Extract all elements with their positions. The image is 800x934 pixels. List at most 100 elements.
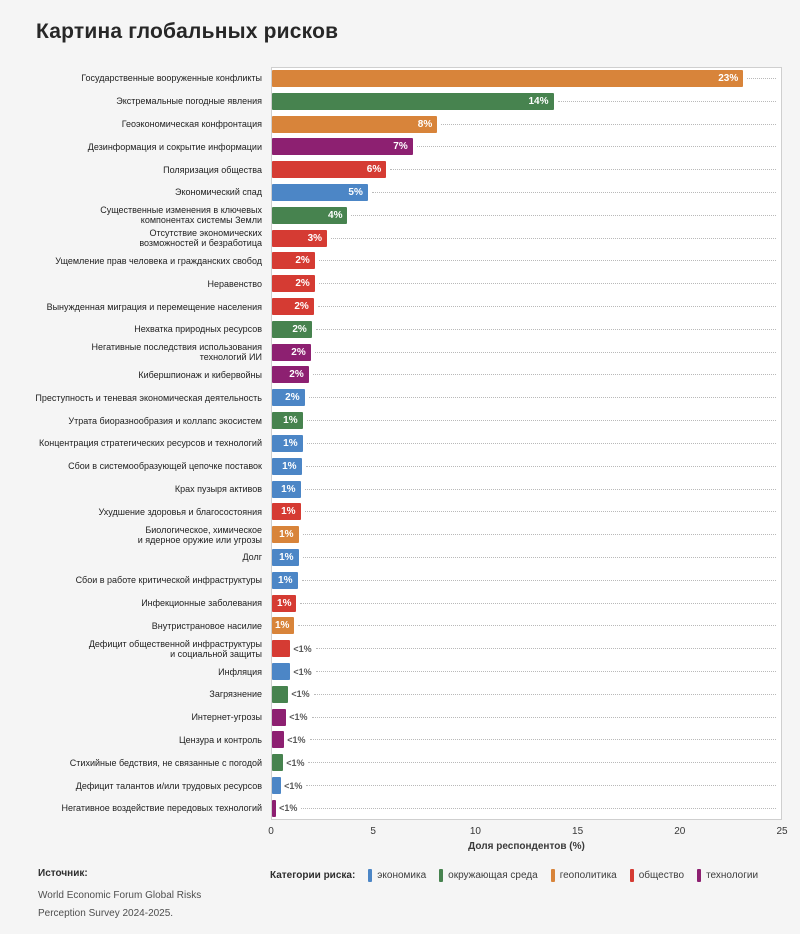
bar-value-label: <1%: [287, 734, 306, 745]
row-label: Отсутствие экономических возможностей и …: [139, 228, 262, 249]
legend-item-economy: экономика: [368, 869, 426, 882]
row-label: Долг: [242, 552, 262, 563]
bar-value-label: 1%: [277, 597, 292, 609]
risk-bar: 1%: [272, 480, 301, 498]
row-label: Крах пузыря активов: [174, 484, 262, 495]
leader-line: [313, 693, 776, 695]
risk-bar: [272, 663, 291, 681]
risk-bar: [272, 640, 291, 658]
bar-track: 2%: [272, 250, 782, 273]
bar-value-label: 1%: [274, 620, 290, 632]
leader-line: [298, 625, 776, 627]
bar-track: 2%: [272, 272, 782, 295]
x-tick-label: 10: [469, 826, 481, 837]
bar-value-label: 1%: [281, 506, 296, 518]
chart-row: Экономический спад 5%: [0, 181, 782, 204]
legend-swatch-society: [629, 869, 634, 882]
row-label: Ухудшение здоровья и благосостояния: [98, 506, 262, 517]
chart-row: Интернет-угрозы <1%: [0, 706, 782, 729]
x-axis-ticks: 0 5 10 15 20 25: [268, 826, 787, 838]
risk-bar: 23%: [272, 69, 744, 87]
risk-bar: 2%: [272, 320, 312, 338]
row-label: Инфекционные заболевания: [141, 598, 262, 609]
bar-track: 1%: [272, 500, 782, 523]
leader-line: [302, 534, 776, 536]
bar-track: 5%: [272, 181, 782, 204]
x-tick-label: 0: [268, 826, 274, 837]
leader-line: [557, 100, 776, 102]
x-axis-title: Доля респондентов (%): [468, 841, 585, 852]
bar-value-label: 1%: [283, 415, 298, 427]
row-label: Существенные изменения в ключевых компон…: [100, 205, 262, 226]
row-label: Государственные вооруженные конфликты: [81, 73, 262, 84]
row-label: Утрата биоразнообразия и коллапс экосист…: [68, 415, 262, 426]
bar-value-label: 2%: [285, 392, 300, 404]
chart-row: Сбои в системообразующей цепочке поставо…: [0, 455, 782, 478]
chart-row: Дезинформация и сокрытие информации 7%: [0, 135, 782, 158]
bar-value-label: 2%: [292, 323, 307, 335]
risk-bar: [272, 685, 289, 703]
chart-row: Внутристрановое насилие 1%: [0, 615, 782, 638]
leader-line: [390, 169, 776, 171]
bar-value-label: 5%: [348, 186, 363, 198]
bar-track: <1%: [272, 751, 782, 774]
bar-value-label: 1%: [281, 483, 296, 495]
leader-line: [441, 123, 776, 125]
bar-value-label: 2%: [289, 369, 304, 381]
chart-row: Существенные изменения в ключевых компон…: [0, 204, 782, 227]
legend-swatch-technology: [697, 869, 702, 882]
bar-value-label: 14%: [528, 95, 549, 107]
legend-item-technology: технологии: [697, 869, 758, 882]
chart-row: Загрязнение <1%: [0, 683, 782, 706]
legend-item-environment: окружающая среда: [439, 869, 538, 882]
row-label: Вынужденная миграция и перемещение насел…: [46, 301, 262, 312]
leader-line: [416, 146, 776, 148]
chart-row: Кибершпионаж и кибервойны 2%: [0, 364, 782, 387]
row-label: Сбои в работе критической инфраструктуры: [75, 575, 262, 586]
chart-row: Долг 1%: [0, 546, 782, 569]
chart-row: Негативные последствия использования тех…: [0, 341, 782, 364]
bar-track: <1%: [272, 706, 782, 729]
row-label: Стихийные бедствия, не связанные с погод…: [69, 757, 262, 768]
risk-bar: [272, 799, 277, 817]
risk-bar: 2%: [272, 252, 315, 270]
bar-track: <1%: [272, 797, 782, 820]
leader-line: [300, 602, 776, 604]
leader-line: [315, 648, 776, 650]
risk-bar: [272, 708, 287, 726]
row-label: Интернет-угрозы: [191, 712, 262, 723]
leader-line: [301, 579, 776, 581]
chart-row: Ущемление прав человека и гражданских св…: [0, 250, 782, 273]
chart-row: Преступность и теневая экономическая дея…: [0, 386, 782, 409]
leader-line: [315, 328, 776, 330]
legend-item-label: геополитика: [559, 870, 617, 881]
risk-bar: 1%: [272, 526, 299, 544]
legend-item-label: окружающая среда: [448, 870, 538, 881]
row-label: Внутристрановое насилие: [151, 620, 262, 631]
bar-value-label: 2%: [295, 255, 310, 267]
bar-value-label: 1%: [283, 437, 298, 449]
chart-row: Государственные вооруженные конфликты 23%: [0, 67, 782, 90]
chart-row: Вынужденная миграция и перемещение насел…: [0, 295, 782, 318]
chart-row: Отсутствие экономических возможностей и …: [0, 227, 782, 250]
chart-row: Биологическое, химическое и ядерное оруж…: [0, 523, 782, 546]
leader-line: [302, 556, 776, 558]
bar-track: 1%: [272, 615, 782, 638]
leader-line: [331, 237, 776, 239]
row-label: Геоэкономическая конфронтация: [121, 119, 262, 130]
chart-row: Крах пузыря активов 1%: [0, 478, 782, 501]
leader-line: [314, 351, 776, 353]
risk-bar: [272, 754, 284, 772]
source-line-2: Perception Survey 2024-2025.: [38, 908, 174, 919]
risk-bar: [272, 777, 282, 795]
risk-bar: 1%: [272, 503, 301, 521]
legend-item-label: общество: [638, 870, 685, 881]
bar-value-label: 1%: [278, 574, 293, 586]
bar-track: 3%: [272, 227, 782, 250]
bar-track: <1%: [272, 637, 782, 660]
legend-title: Категории риска:: [270, 870, 356, 881]
risk-bar: 1%: [272, 434, 303, 452]
bar-track: 1%: [272, 409, 782, 432]
row-label: Негативное воздействие передовых техноло…: [61, 803, 262, 814]
legend-swatch-economy: [368, 869, 373, 882]
